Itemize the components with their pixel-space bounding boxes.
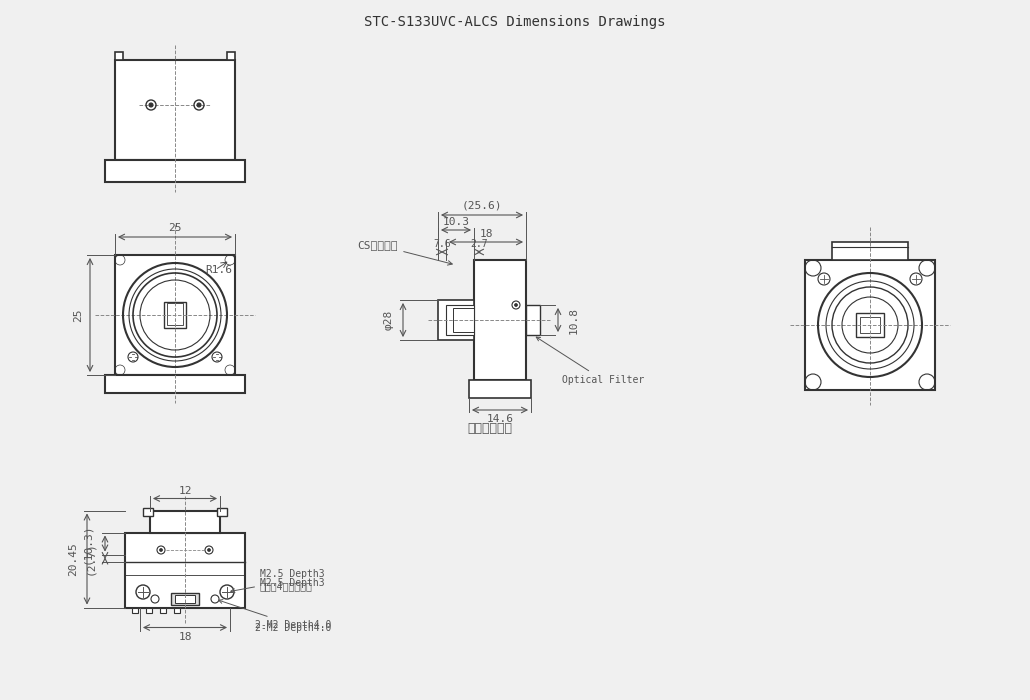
Text: 25: 25 — [73, 308, 83, 322]
Bar — [217, 508, 227, 515]
Bar — [453, 308, 474, 332]
Text: 10.3: 10.3 — [443, 217, 470, 227]
Text: 7.6: 7.6 — [434, 239, 451, 249]
Text: CSマウント: CSマウント — [357, 240, 452, 265]
Text: M2.5 Depth3
ネジ穴4面同一形状: M2.5 Depth3 ネジ穴4面同一形状 — [231, 569, 324, 592]
Text: 25: 25 — [168, 223, 181, 233]
Text: M2.5 Depth3: M2.5 Depth3 — [260, 578, 324, 588]
Text: 18: 18 — [178, 631, 192, 641]
Text: 2-M2 Depth4.0: 2-M2 Depth4.0 — [218, 600, 332, 630]
Text: 18: 18 — [479, 229, 492, 239]
Bar — [832, 242, 908, 260]
Text: (25.6): (25.6) — [461, 201, 503, 211]
Bar — [115, 52, 123, 60]
Bar — [174, 608, 180, 612]
Text: 2.7: 2.7 — [470, 239, 488, 249]
Text: (2.7): (2.7) — [85, 541, 95, 575]
Bar — [150, 510, 220, 533]
Text: STC-S133UVC-ALCS Dimensions Drawings: STC-S133UVC-ALCS Dimensions Drawings — [365, 15, 665, 29]
Text: 10.8: 10.8 — [569, 307, 579, 333]
Circle shape — [197, 103, 201, 107]
Bar — [125, 533, 245, 608]
Bar — [446, 305, 474, 335]
Text: 12: 12 — [178, 486, 192, 496]
Bar — [105, 375, 245, 393]
Bar — [227, 52, 235, 60]
Bar — [805, 260, 935, 390]
Text: R1.6: R1.6 — [205, 265, 232, 275]
Bar — [115, 255, 235, 375]
Bar — [474, 260, 526, 380]
Bar — [856, 313, 884, 337]
Circle shape — [207, 549, 210, 552]
Circle shape — [160, 549, 163, 552]
Bar — [175, 595, 195, 603]
Bar — [115, 60, 235, 160]
Bar — [146, 608, 152, 612]
Bar — [171, 593, 199, 605]
Bar — [143, 508, 153, 515]
Bar — [167, 303, 183, 325]
Bar — [164, 302, 186, 328]
Bar — [132, 608, 138, 612]
Text: Optical Filter: Optical Filter — [537, 337, 644, 385]
Circle shape — [149, 103, 153, 107]
Text: 対面同一形状: 対面同一形状 — [468, 421, 513, 435]
Bar — [860, 317, 880, 333]
Bar — [105, 160, 245, 182]
Bar — [160, 608, 166, 612]
Text: 14.6: 14.6 — [486, 414, 514, 424]
Text: φ28: φ28 — [384, 310, 394, 330]
Bar — [526, 305, 540, 335]
Bar — [469, 380, 531, 398]
Bar — [438, 300, 474, 340]
Text: (10.3): (10.3) — [82, 524, 92, 564]
Text: 2-M2 Depth4.0: 2-M2 Depth4.0 — [255, 623, 332, 633]
Circle shape — [515, 304, 517, 307]
Text: 20.45: 20.45 — [68, 542, 78, 576]
